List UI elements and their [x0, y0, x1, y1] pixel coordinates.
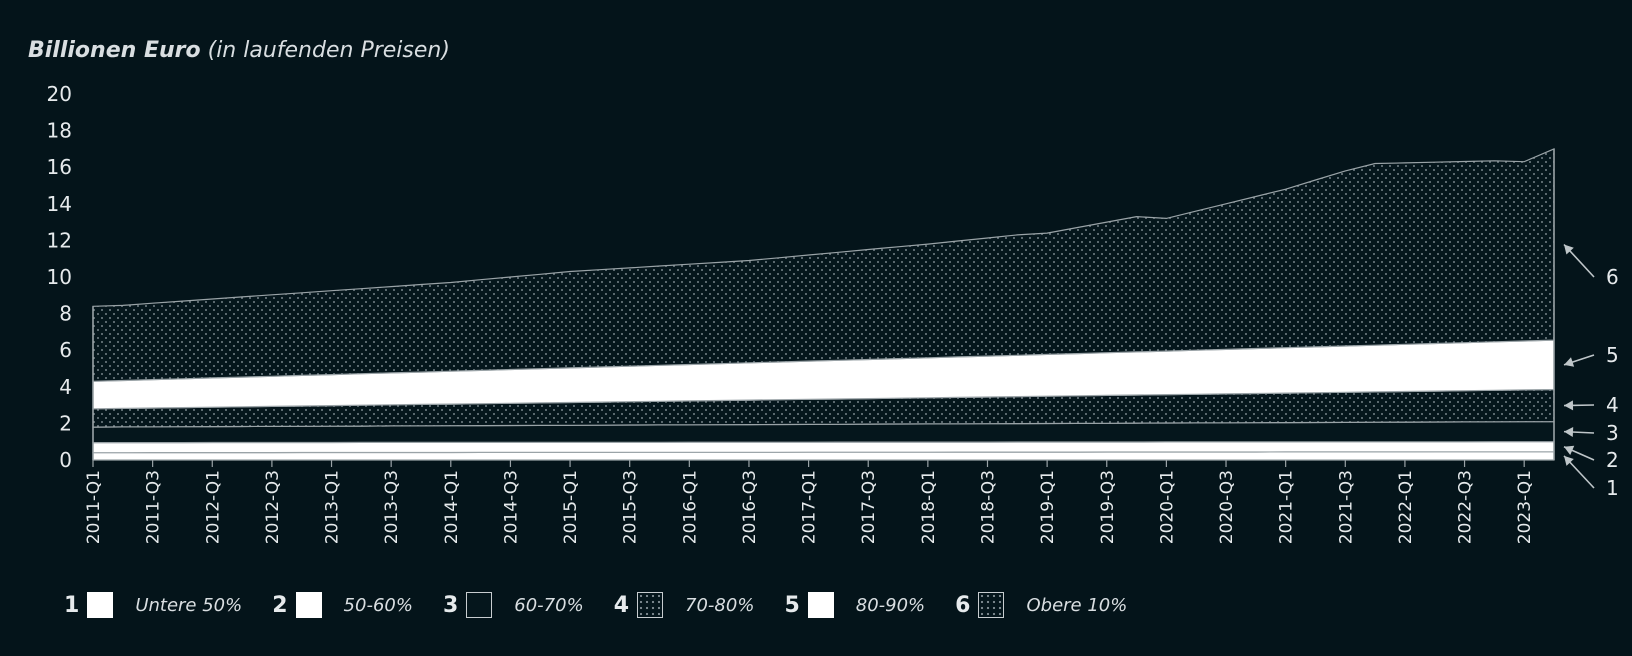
- legend-number: 3: [442, 592, 459, 618]
- x-tick-label: 2019-Q1: [1038, 470, 1058, 544]
- y-tick-label: 16: [47, 155, 72, 179]
- x-tick-label: 2011-Q1: [84, 470, 104, 544]
- legend-swatch: [466, 592, 493, 618]
- x-tick-label: 2020-Q3: [1217, 470, 1237, 544]
- y-tick-label: 10: [47, 265, 72, 289]
- marker-arrow-head: [1564, 427, 1574, 438]
- y-tick-label: 20: [47, 82, 72, 106]
- x-tick-label: 2013-Q3: [382, 470, 402, 544]
- legend-number: 4: [613, 592, 630, 618]
- series-marker-number: 3: [1606, 421, 1619, 445]
- legend-item: 4 70-80%: [613, 592, 755, 618]
- legend-label: Obere 10%: [1026, 594, 1128, 616]
- legend-swatch: [295, 592, 322, 618]
- x-tick-label: 2014-Q1: [442, 470, 462, 544]
- series-marker-number: 6: [1606, 265, 1619, 289]
- x-tick-label: 2021-Q3: [1336, 470, 1356, 544]
- series-markers: 1 2 3 4 5 6: [1563, 243, 1619, 500]
- marker-arrow-head: [1564, 400, 1574, 411]
- area-layer-6: [92, 147, 1555, 382]
- marker-arrow-head: [1564, 445, 1575, 455]
- legend-item: 1 Untere 50%: [64, 592, 242, 618]
- legend-swatch: [978, 592, 1005, 618]
- y-tick-label: 0: [59, 448, 72, 472]
- legend-item: 3 60-70%: [443, 592, 584, 618]
- legend-number: 2: [272, 592, 288, 618]
- x-tick-label: 2020-Q1: [1157, 470, 1177, 544]
- x-tick-label: 2017-Q3: [859, 470, 879, 544]
- x-tick-label: 2021-Q1: [1277, 470, 1297, 544]
- legend-item: 2 50-60%: [272, 592, 413, 618]
- area-layers: [92, 147, 1555, 461]
- y-tick-label: 6: [59, 338, 72, 362]
- legend-swatch: [807, 592, 834, 618]
- x-tick-label: 2017-Q1: [800, 470, 820, 544]
- y-tick-label: 12: [47, 228, 72, 252]
- x-tick-label: 2011-Q3: [144, 470, 164, 544]
- x-tick-label: 2012-Q3: [263, 470, 283, 544]
- x-tick-label: 2016-Q1: [680, 470, 700, 544]
- x-tick-label: 2013-Q1: [323, 470, 343, 544]
- legend-item: 5 80-90%: [784, 592, 925, 618]
- marker-arrow-head: [1564, 455, 1574, 466]
- y-tick-label: 18: [47, 119, 72, 143]
- y-axis: 0 2 4 6 8 10 12 14 16 18 20: [47, 82, 72, 472]
- series-marker-number: 5: [1606, 343, 1619, 367]
- unit-rest: (in laufenden Preisen): [207, 38, 450, 63]
- x-tick-label: 2016-Q3: [740, 470, 760, 544]
- x-tick-label: 2015-Q1: [561, 470, 581, 544]
- x-tick-label: 2022-Q1: [1396, 470, 1416, 544]
- series-marker-number: 2: [1606, 448, 1619, 472]
- legend-swatch: [637, 592, 664, 618]
- legend-item: 6 Obere 10%: [955, 592, 1127, 618]
- x-tick-label: 2019-Q3: [1098, 470, 1118, 544]
- legend-label: 80-90%: [855, 594, 926, 616]
- area-layer-2: [92, 441, 1555, 454]
- x-tick-label: 2015-Q3: [621, 470, 641, 544]
- y-tick-label: 4: [59, 375, 72, 399]
- x-tick-label: 2022-Q3: [1456, 470, 1476, 544]
- marker-arrow-head: [1564, 244, 1574, 255]
- y-tick-label: 14: [47, 192, 72, 216]
- marker-arrow-head: [1564, 357, 1575, 367]
- unit-bold: Billionen Euro: [28, 38, 201, 63]
- legend-number: 5: [784, 592, 800, 618]
- legend-swatch: [87, 592, 114, 618]
- x-tick-label: 2018-Q1: [919, 470, 939, 544]
- legend-number: 1: [64, 592, 80, 618]
- y-axis-unit-label: Billionen Euro (in laufenden Preisen): [28, 38, 450, 63]
- x-axis: 2011-Q1 2011-Q3 2012-Q1 2012-Q3 2013-Q1 2013-…: [84, 460, 1535, 544]
- y-tick-label: 2: [59, 411, 72, 435]
- series-marker-number: 1: [1606, 476, 1619, 500]
- legend-label: 70-80%: [685, 594, 755, 616]
- x-tick-label: 2014-Q3: [501, 470, 521, 544]
- legend-label: 50-60%: [343, 594, 413, 616]
- legend-label: Untere 50%: [135, 594, 243, 616]
- legend-label: 60-70%: [514, 594, 584, 616]
- series-marker-number: 4: [1606, 393, 1619, 417]
- legend: 1 Untere 50% 2 50-60% 3 60-70% 4 70-80% 5 80-90% 6…: [64, 592, 1157, 618]
- x-tick-label: 2023-Q1: [1515, 470, 1535, 544]
- x-tick-label: 2012-Q1: [203, 470, 223, 544]
- x-tick-label: 2018-Q3: [978, 470, 998, 544]
- y-tick-label: 8: [59, 302, 72, 326]
- legend-number: 6: [955, 592, 971, 618]
